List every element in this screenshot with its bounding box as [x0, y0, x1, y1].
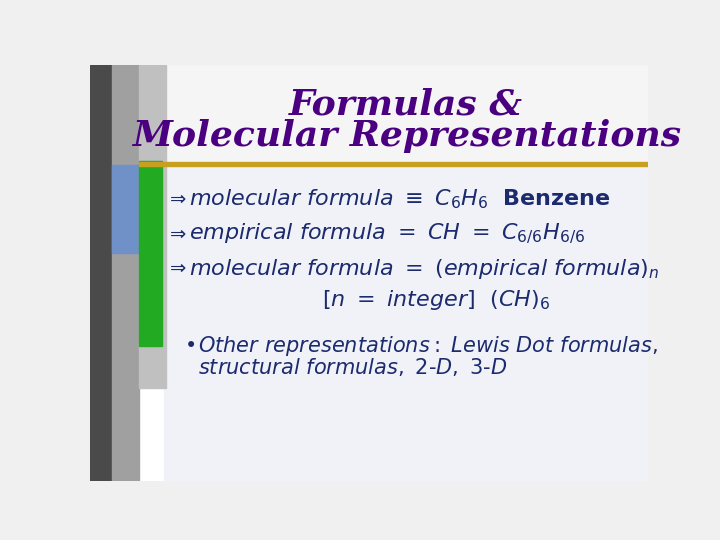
- Text: $\mathit{molecular\ formula}\ =\ \mathit{(empirical\ formula)}_n$: $\mathit{molecular\ formula}\ =\ \mathit…: [189, 257, 660, 281]
- Bar: [112, 65, 139, 481]
- Text: $\mathit{molecular\ formula}\ \equiv\ C_6H_6\ \ \mathbf{Benzene}$: $\mathit{molecular\ formula}\ \equiv\ C_…: [189, 188, 611, 211]
- Text: $[n\ =\ integer]\ \ (CH)_6$: $[n\ =\ integer]\ \ (CH)_6$: [323, 288, 551, 312]
- Bar: [163, 165, 648, 481]
- Text: $\mathit{Other\ representations:\ Lewis\ Dot\ formulas,}$: $\mathit{Other\ representations:\ Lewis\…: [199, 334, 659, 358]
- Text: ⇒: ⇒: [170, 225, 186, 244]
- Bar: [163, 65, 648, 165]
- Text: $\mathit{empirical\ formula}\ =\ CH\ =\ C_{6/6}H_{6/6}$: $\mathit{empirical\ formula}\ =\ CH\ =\ …: [189, 222, 585, 246]
- Bar: [139, 161, 162, 346]
- Bar: [139, 162, 648, 166]
- Text: $\mathit{structural\ formulas,\ 2\text{-}D,\ 3\text{-}D}$: $\mathit{structural\ formulas,\ 2\text{-…: [199, 356, 508, 379]
- Bar: [112, 165, 139, 253]
- Bar: [139, 65, 166, 388]
- Text: ⇒: ⇒: [170, 190, 186, 209]
- Bar: [90, 65, 112, 481]
- Text: •: •: [184, 336, 197, 356]
- Text: ⇒: ⇒: [170, 259, 186, 278]
- Text: Molecular Representations: Molecular Representations: [132, 119, 681, 153]
- Text: Formulas &: Formulas &: [289, 88, 523, 122]
